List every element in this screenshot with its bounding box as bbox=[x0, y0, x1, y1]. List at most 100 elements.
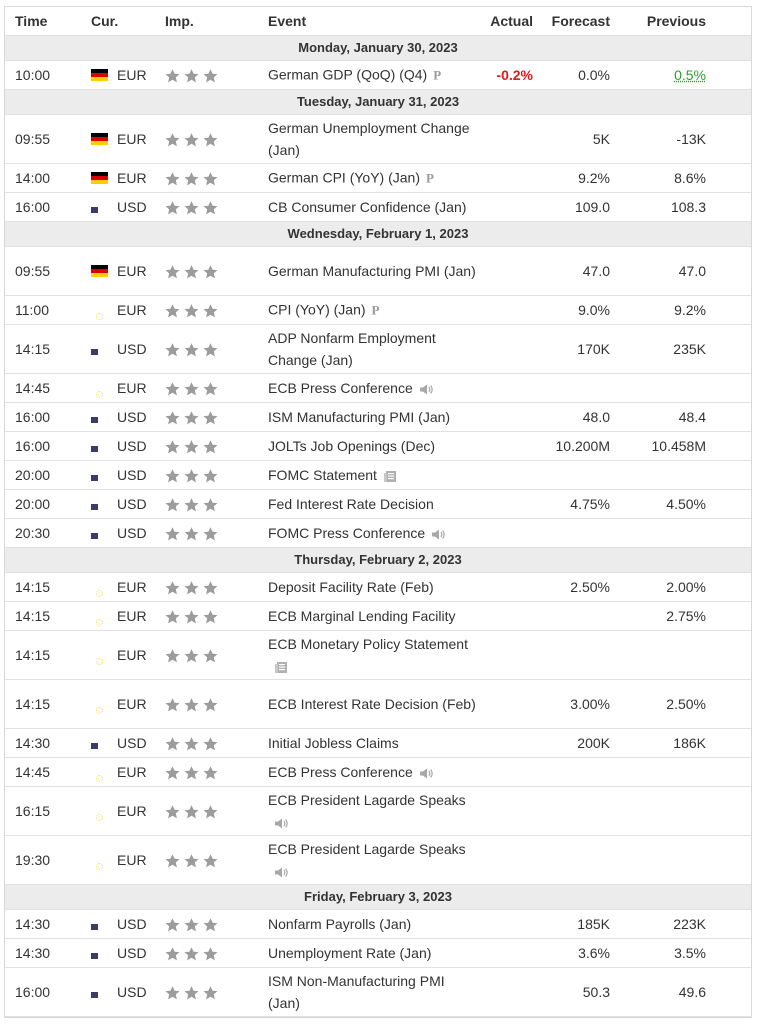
event-time: 16:00 bbox=[15, 409, 51, 425]
event-previous[interactable]: 0.5% bbox=[674, 67, 706, 83]
document-icon[interactable] bbox=[274, 661, 288, 674]
header-actual[interactable]: Actual bbox=[490, 13, 533, 29]
event-link[interactable]: ECB President Lagarde Speaks bbox=[268, 792, 466, 808]
event-row[interactable]: 09:55 EUR German Unemployment Change (Jan)… bbox=[5, 115, 751, 164]
event-row[interactable]: 14:30 USD Unemployment Rate (Jan) 3.6% 3.5% bbox=[5, 939, 751, 968]
event-row[interactable]: 14:45 EUR ECB Press Conference bbox=[5, 758, 751, 787]
event-link[interactable]: ECB Monetary Policy Statement bbox=[268, 636, 468, 652]
event-name: Initial Jobless Claims bbox=[268, 732, 478, 754]
event-link[interactable]: CB Consumer Confidence (Jan) bbox=[268, 199, 467, 215]
speaker-icon[interactable] bbox=[431, 528, 445, 541]
event-row[interactable]: 11:00 EUR CPI (YoY) (Jan) P 9.0% 9.2% bbox=[5, 296, 751, 325]
header-currency[interactable]: Cur. bbox=[91, 13, 119, 29]
event-row[interactable]: 14:00 EUR German CPI (YoY) (Jan) P 9.2% 8.6% bbox=[5, 164, 751, 193]
header-previous[interactable]: Previous bbox=[646, 13, 706, 29]
event-row[interactable]: 20:00 USD FOMC Statement bbox=[5, 461, 751, 490]
event-row[interactable]: 16:00 USD ISM Manufacturing PMI (Jan) 48.0 4… bbox=[5, 403, 751, 432]
event-currency: EUR bbox=[117, 170, 147, 186]
preliminary-icon[interactable]: P bbox=[371, 302, 380, 318]
speaker-icon[interactable] bbox=[274, 866, 288, 879]
event-row[interactable]: 20:00 USD Fed Interest Rate Decision 4.75% 4… bbox=[5, 490, 751, 519]
event-previous: 8.6% bbox=[674, 170, 706, 186]
header-forecast[interactable]: Forecast bbox=[551, 13, 610, 29]
event-link[interactable]: Nonfarm Payrolls (Jan) bbox=[268, 916, 412, 932]
document-icon[interactable] bbox=[383, 470, 397, 483]
event-link[interactable]: ECB President Lagarde Speaks bbox=[268, 841, 466, 857]
importance-star-icon bbox=[184, 411, 199, 425]
header-importance[interactable]: Imp. bbox=[165, 13, 194, 29]
event-link[interactable]: ECB Marginal Lending Facility bbox=[268, 608, 456, 624]
event-row[interactable]: 14:45 EUR ECB Press Conference bbox=[5, 374, 751, 403]
event-link[interactable]: Deposit Facility Rate (Feb) bbox=[268, 579, 434, 595]
event-row[interactable]: 16:00 USD CB Consumer Confidence (Jan) 109.… bbox=[5, 193, 751, 222]
header-event[interactable]: Event bbox=[268, 13, 307, 29]
event-row[interactable]: 09:55 EUR German Manufacturing PMI (Jan) 47… bbox=[5, 247, 751, 296]
event-link[interactable]: JOLTs Job Openings (Dec) bbox=[268, 438, 436, 454]
importance-star-icon bbox=[184, 805, 199, 819]
event-link[interactable]: Initial Jobless Claims bbox=[268, 735, 399, 751]
event-link[interactable]: Fed Interest Rate Decision bbox=[268, 496, 434, 512]
importance-star-icon bbox=[165, 947, 180, 961]
event-link[interactable]: ADP Nonfarm Employment Change (Jan) bbox=[268, 330, 436, 368]
importance-star-icon bbox=[184, 947, 199, 961]
event-forecast: 185K bbox=[577, 916, 610, 932]
event-row[interactable]: 19:30 EUR ECB President Lagarde Speaks bbox=[5, 836, 751, 885]
date-header: Friday, February 3, 2023 bbox=[5, 885, 751, 910]
event-link[interactable]: ECB Interest Rate Decision (Feb) bbox=[268, 696, 476, 712]
event-previous: 9.2% bbox=[674, 302, 706, 318]
event-link[interactable]: ISM Non-Manufacturing PMI (Jan) bbox=[268, 973, 445, 1011]
importance-star-icon bbox=[184, 469, 199, 483]
importance-star-icon bbox=[184, 172, 199, 186]
event-row[interactable]: 16:00 USD ISM Non-Manufacturing PMI (Jan) 5… bbox=[5, 968, 751, 1017]
event-link[interactable]: German CPI (YoY) (Jan) bbox=[268, 169, 420, 186]
date-header: Monday, January 30, 2023 bbox=[5, 36, 751, 61]
importance-rating bbox=[165, 496, 222, 512]
speaker-icon[interactable] bbox=[419, 767, 433, 780]
event-link[interactable]: Unemployment Rate (Jan) bbox=[268, 945, 432, 961]
event-previous: 108.3 bbox=[670, 199, 706, 215]
preliminary-icon[interactable]: P bbox=[433, 67, 442, 83]
table-header: Time Cur. Imp. Event Actual Forecast Pre… bbox=[5, 7, 751, 36]
importance-star-icon bbox=[203, 343, 218, 357]
event-time: 14:30 bbox=[15, 916, 51, 932]
event-row[interactable]: 16:00 USD JOLTs Job Openings (Dec) 10.200M 1… bbox=[5, 432, 751, 461]
event-link[interactable]: German GDP (QoQ) (Q4) bbox=[268, 66, 428, 83]
preliminary-icon[interactable]: P bbox=[425, 170, 434, 186]
event-row[interactable]: 14:15 EUR ECB Interest Rate Decision (Feb)… bbox=[5, 680, 751, 729]
event-name: German CPI (YoY) (Jan) P bbox=[268, 166, 478, 189]
speaker-icon[interactable] bbox=[419, 383, 433, 396]
event-link[interactable]: German Manufacturing PMI (Jan) bbox=[268, 263, 476, 279]
event-link[interactable]: ECB Press Conference bbox=[268, 380, 413, 396]
event-link[interactable]: German Unemployment Change (Jan) bbox=[268, 120, 470, 158]
event-row[interactable]: 20:30 USD FOMC Press Conference bbox=[5, 519, 751, 548]
event-row[interactable]: 14:15 EUR ECB Marginal Lending Facility 2.7… bbox=[5, 602, 751, 631]
event-name: Deposit Facility Rate (Feb) bbox=[268, 576, 478, 598]
speaker-icon[interactable] bbox=[274, 817, 288, 830]
event-previous: 2.50% bbox=[666, 696, 706, 712]
event-row[interactable]: 14:30 USD Nonfarm Payrolls (Jan) 185K 223K bbox=[5, 910, 751, 939]
event-forecast: 9.0% bbox=[578, 302, 610, 318]
event-row[interactable]: 16:15 EUR ECB President Lagarde Speaks bbox=[5, 787, 751, 836]
event-link[interactable]: ECB Press Conference bbox=[268, 764, 413, 780]
header-time[interactable]: Time bbox=[15, 13, 48, 29]
importance-rating bbox=[165, 696, 222, 712]
importance-star-icon bbox=[165, 469, 180, 483]
importance-star-icon bbox=[203, 133, 218, 147]
event-row[interactable]: 10:00 EUR German GDP (QoQ) (Q4) P -0.2% 0.0% 0… bbox=[5, 61, 751, 90]
importance-star-icon bbox=[184, 610, 199, 624]
importance-rating bbox=[165, 467, 222, 483]
event-name: FOMC Press Conference bbox=[268, 522, 478, 544]
importance-rating bbox=[165, 984, 222, 1000]
event-row[interactable]: 14:15 EUR ECB Monetary Policy Statement bbox=[5, 631, 751, 680]
event-row[interactable]: 14:30 USD Initial Jobless Claims 200K 186K bbox=[5, 729, 751, 758]
importance-star-icon bbox=[184, 201, 199, 215]
event-time: 14:30 bbox=[15, 735, 51, 751]
event-link[interactable]: FOMC Press Conference bbox=[268, 525, 426, 541]
event-row[interactable]: 14:15 EUR Deposit Facility Rate (Feb) 2.50%… bbox=[5, 573, 751, 602]
event-row[interactable]: 14:15 USD ADP Nonfarm Employment Change (J… bbox=[5, 325, 751, 374]
importance-star-icon bbox=[184, 527, 199, 541]
event-link[interactable]: CPI (YoY) (Jan) bbox=[268, 301, 366, 318]
event-link[interactable]: FOMC Statement bbox=[268, 467, 377, 483]
event-currency: USD bbox=[117, 735, 147, 751]
event-link[interactable]: ISM Manufacturing PMI (Jan) bbox=[268, 409, 451, 425]
